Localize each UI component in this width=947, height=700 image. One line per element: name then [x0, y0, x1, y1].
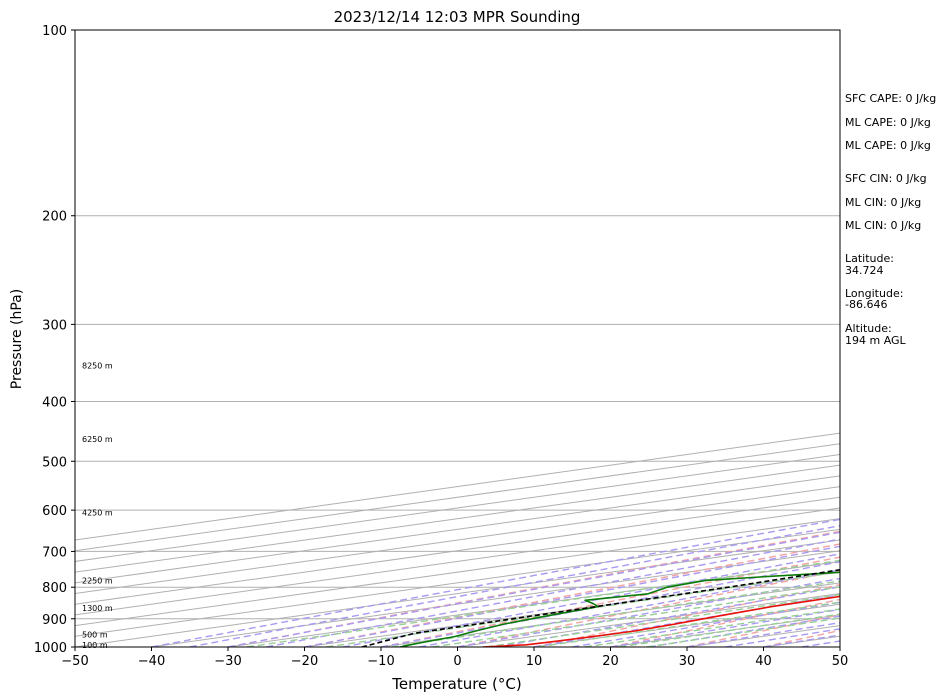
latitude-heading: Latitude:	[845, 252, 894, 265]
mixing-ratio-line	[619, 613, 840, 647]
parcel-path-line	[361, 568, 840, 647]
x-tick-label: 20	[602, 654, 619, 669]
isotherm-line	[75, 443, 840, 552]
moist-adiabat-line	[266, 538, 840, 647]
latitude-value: 34.724	[845, 264, 884, 277]
dry-adiabat-line	[610, 598, 840, 647]
y-axis-label: Pressure (hPa)	[9, 289, 25, 389]
ml-cape-label-2: ML CAPE: 0 J/kg	[845, 139, 931, 152]
moist-adiabat-line	[189, 524, 840, 647]
dry-adiabat-line	[380, 556, 840, 647]
isotherm-line	[75, 432, 840, 541]
plot-frame	[74, 29, 841, 648]
ml-cape-label: ML CAPE: 0 J/kg	[845, 116, 931, 129]
mixing-ratio-line	[584, 608, 840, 647]
y-axis-ticks: 100 200 300 400 500 600 700 800 900 1000	[34, 24, 75, 656]
x-tick-label: −40	[138, 654, 165, 669]
isotherm-line	[75, 496, 840, 605]
background-lines	[75, 30, 840, 647]
mixing-ratio-line	[537, 601, 840, 647]
height-label: 6250 m	[82, 435, 113, 444]
x-tick-label: −50	[61, 654, 88, 669]
height-label: 2250 m	[82, 576, 113, 585]
ml-cin-label-2: ML CIN: 0 J/kg	[845, 219, 921, 232]
mixing-ratio-line	[326, 571, 840, 647]
height-label: 1300 m	[82, 604, 113, 613]
moist-adiabat-line	[342, 553, 840, 647]
y-tick-label: 100	[42, 24, 67, 39]
mixing-ratio-line	[646, 617, 840, 647]
mixing-ratio-line	[432, 586, 840, 647]
altitude-heading: Altitude:	[845, 322, 892, 335]
moist-adiabat-line	[457, 577, 840, 647]
longitude-heading: Longitude:	[845, 287, 903, 300]
x-tick-label: −10	[367, 654, 394, 669]
sfc-cape-label: SFC CAPE: 0 J/kg	[845, 92, 936, 105]
isotherm-line	[75, 507, 840, 616]
chart-title: 2023/12/14 12:03 MPR Sounding	[334, 8, 581, 26]
longitude-value: -86.646	[845, 298, 887, 311]
height-label: 4250 m	[82, 508, 113, 517]
isotherm-line	[75, 464, 840, 573]
sfc-cin-label: SFC CIN: 0 J/kg	[845, 172, 927, 185]
height-label: 500 m	[82, 631, 108, 640]
x-tick-label: −30	[214, 654, 241, 669]
x-tick-label: 30	[679, 654, 696, 669]
y-tick-label: 900	[42, 613, 67, 628]
mixing-ratio-line	[485, 593, 840, 647]
temperature-line	[482, 595, 840, 647]
altitude-value: 194 m AGL	[845, 334, 907, 347]
height-label: 8250 m	[82, 362, 113, 371]
y-tick-label: 700	[42, 545, 67, 560]
isotherm-line	[75, 475, 840, 584]
dewpoint-line	[399, 571, 840, 647]
y-tick-label: 600	[42, 504, 67, 519]
dry-adiabat-line	[457, 569, 840, 647]
x-tick-label: 10	[526, 654, 543, 669]
x-axis-label: Temperature (°C)	[391, 675, 521, 693]
moist-adiabat-line	[304, 545, 840, 647]
x-tick-label: 50	[832, 654, 849, 669]
isotherm-line	[151, 550, 840, 647]
x-tick-label: 0	[453, 654, 461, 669]
y-tick-label: 400	[42, 395, 67, 410]
x-tick-label: 40	[755, 654, 772, 669]
sounding-annotations: SFC CAPE: 0 J/kg ML CAPE: 0 J/kg ML CAPE…	[845, 92, 936, 347]
isotherm-line	[75, 518, 840, 627]
isotherm-line	[75, 453, 840, 562]
moist-adiabat-line	[495, 586, 840, 647]
y-tick-label: 200	[42, 210, 67, 225]
y-tick-label: 1000	[34, 641, 67, 656]
x-tick-label: −20	[291, 654, 318, 669]
moist-adiabat-line	[227, 531, 840, 647]
mixing-ratio-line	[246, 559, 840, 647]
y-tick-label: 500	[42, 455, 67, 470]
x-axis-ticks: −50 −40 −30 −20 −10 0 10 20 30 40 50	[61, 647, 848, 669]
ml-cin-label: ML CIN: 0 J/kg	[845, 196, 921, 209]
sounding-lines	[361, 568, 840, 647]
moist-adiabat-line	[151, 518, 840, 647]
y-tick-label: 300	[42, 318, 67, 333]
y-tick-label: 800	[42, 581, 67, 596]
isotherm-line	[75, 528, 840, 637]
mixing-ratio-line	[391, 580, 840, 647]
moist-adiabat-line	[419, 569, 840, 647]
isotherm-line	[75, 486, 840, 595]
height-label: 100 m	[82, 641, 108, 650]
